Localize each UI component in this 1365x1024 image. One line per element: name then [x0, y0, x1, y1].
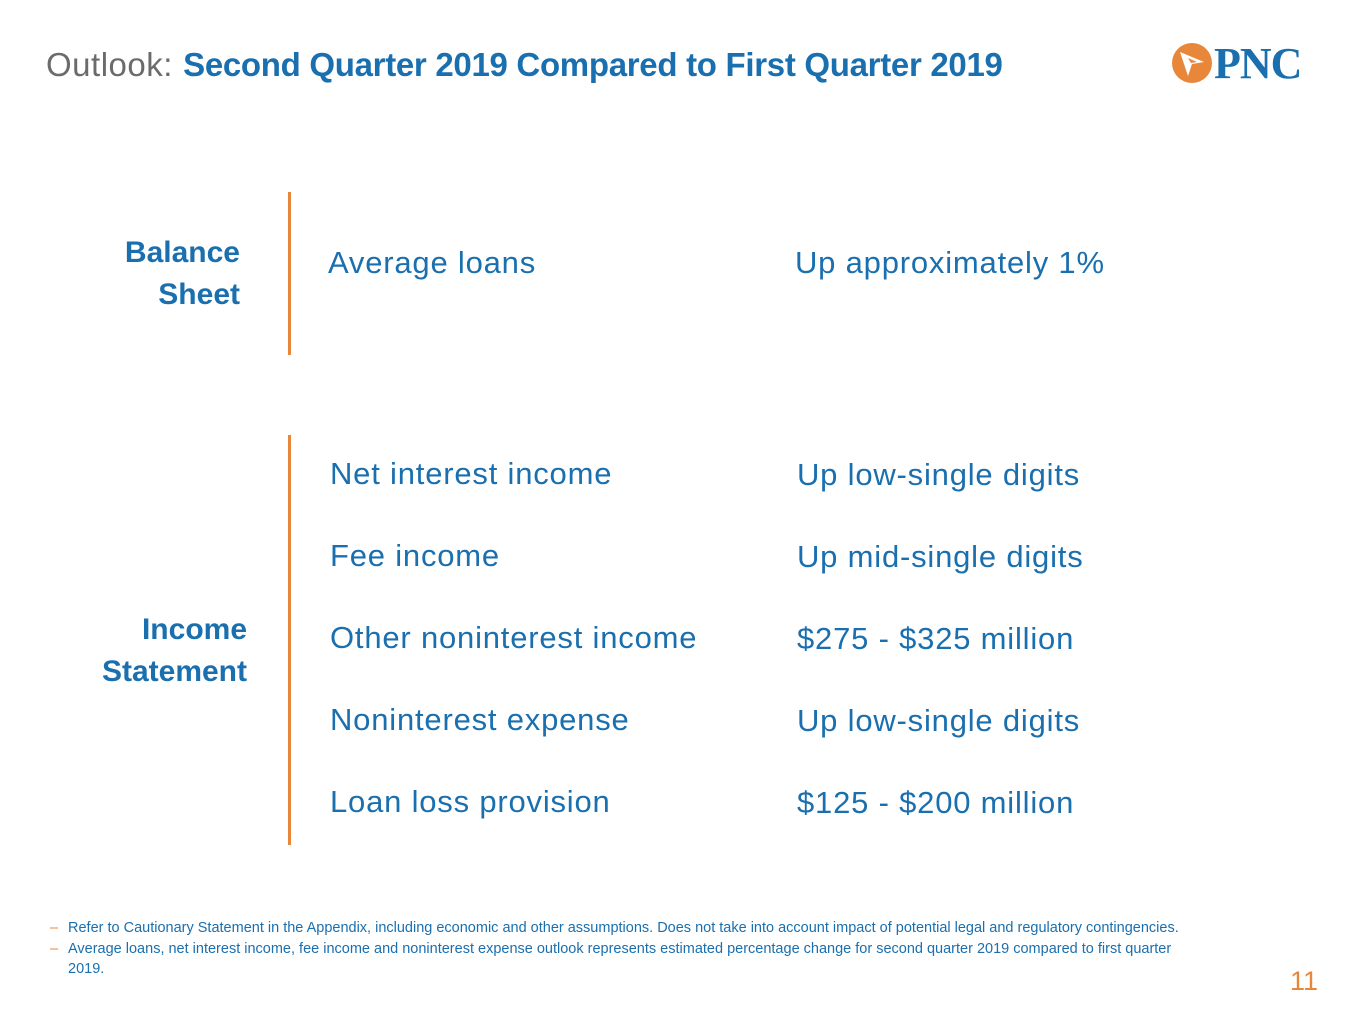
noninterest-expense-label: Noninterest expense — [330, 702, 630, 737]
pnc-logo-icon — [1172, 43, 1212, 83]
net-interest-income-label: Net interest income — [330, 456, 613, 491]
loan-loss-provision-label: Loan loss provision — [330, 784, 611, 819]
income-statement-label-line2: Statement — [101, 655, 247, 688]
footnote-1-text: Refer to Cautionary Statement in the App… — [68, 920, 1179, 936]
fee-income-value: Up mid-single digits — [797, 539, 1084, 574]
pnc-logo: PNC — [1170, 39, 1320, 88]
footnote-2: – Average loans, net interest income, fe… — [50, 939, 1190, 980]
page-number: 11 — [1290, 966, 1319, 996]
footnote-1: – Refer to Cautionary Statement in the A… — [50, 918, 1190, 939]
balance-sheet-label-line2: Sheet — [158, 278, 240, 311]
income-statement-label: Income Statement — [40, 609, 247, 693]
balance-sheet-label-line1: Balance — [124, 236, 240, 269]
noninterest-expense-value: Up low-single digits — [797, 703, 1081, 738]
title-prefix: Outlook: — [46, 46, 173, 83]
footnote-dash: – — [50, 920, 59, 936]
footnote-2-text: Average loans, net interest income, fee … — [68, 940, 1172, 978]
other-noninterest-income-value: $275 - $325 million — [797, 621, 1075, 656]
average-loans-label: Average loans — [328, 245, 537, 280]
fee-income-label: Fee income — [330, 538, 500, 573]
net-interest-income-value: Up low-single digits — [797, 457, 1081, 492]
page-title: Outlook: Second Quarter 2019 Compared to… — [46, 42, 1003, 88]
average-loans-value: Up approximately 1% — [795, 245, 1105, 280]
income-statement-divider — [288, 435, 291, 845]
footnote-dash: – — [50, 940, 59, 957]
balance-sheet-divider — [288, 192, 291, 355]
title-main: Second Quarter 2019 Compared to First Qu… — [183, 46, 1003, 83]
income-statement-label-line1: Income — [141, 613, 247, 646]
balance-sheet-label: Balance Sheet — [60, 232, 240, 316]
other-noninterest-income-label: Other noninterest income — [330, 620, 698, 655]
pnc-logo-text: PNC — [1214, 39, 1302, 88]
loan-loss-provision-value: $125 - $200 million — [797, 785, 1075, 820]
footnotes: – Refer to Cautionary Statement in the A… — [50, 918, 1190, 980]
